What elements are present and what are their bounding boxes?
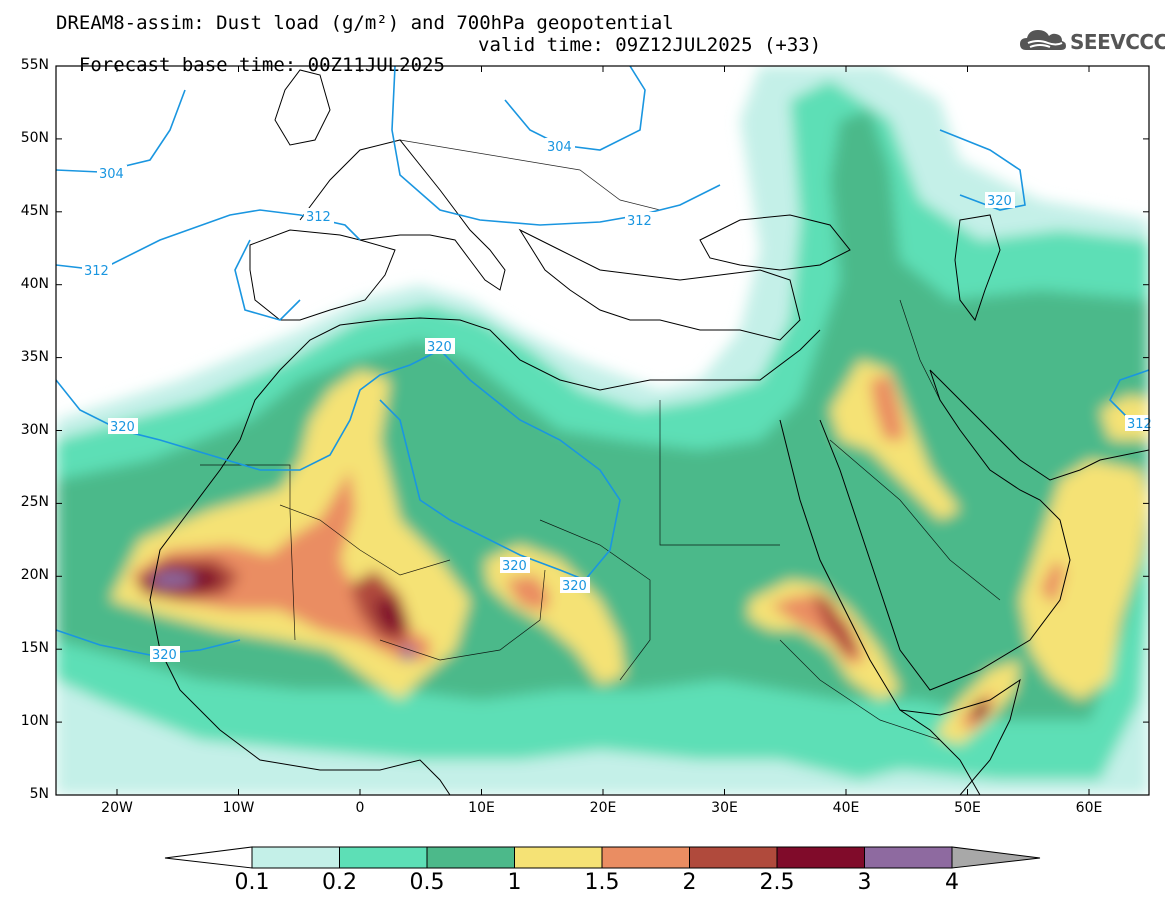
longitude-label: 0: [355, 800, 365, 816]
dust-level-2.5-mali: [375, 598, 405, 635]
colorbar-box: [514, 846, 603, 869]
colorbar-label: 4: [945, 870, 959, 895]
contour-label: 320: [502, 559, 527, 574]
coast-balkans: [518, 228, 801, 341]
contour-304-central: [504, 66, 646, 151]
colorbar-label: 2.5: [759, 870, 795, 895]
base-time: Forecast base time: 00Z11JUL2025: [78, 54, 445, 76]
colorbar-label: 0.2: [322, 870, 357, 895]
dust-level-1.5-oman: [1040, 560, 1065, 605]
contour-label: 304: [547, 140, 572, 155]
colorbar-box: [426, 846, 515, 869]
cloud-icon: [1020, 30, 1066, 50]
coast-france-italy: [299, 139, 506, 291]
coast-horn-africa: [899, 678, 1021, 795]
contour-label: 320: [152, 648, 177, 663]
map-title: DREAM8-assim: Dust load (g/m²) and 700hP…: [56, 12, 674, 34]
valid-time: valid time: 09Z12JUL2025 (+33): [478, 34, 822, 56]
longitude-label: 30E: [711, 800, 738, 816]
latitude-label: 35N: [20, 348, 49, 365]
border-ethiopia: [779, 639, 941, 741]
coast-arabia: [819, 369, 1071, 691]
contour-label-group: 304 304 312 312 312 320 320 320 320 320 …: [82, 138, 1152, 663]
contour-label: 304: [99, 167, 124, 182]
coast-north-africa: [239, 317, 821, 441]
latitude-label: 10N: [20, 713, 49, 730]
contour-304-west: [56, 89, 186, 173]
coast-persian-gulf: [929, 369, 1149, 481]
contour-label: 312: [84, 264, 109, 279]
coast-britain: [274, 69, 331, 146]
contour-label: 312: [1127, 417, 1152, 432]
longitude-label: 20W: [101, 800, 133, 816]
dust-level-1.5-west: [130, 470, 430, 660]
border-iraq-iran: [899, 299, 941, 401]
contour-label: 320: [427, 340, 452, 355]
dust-level-2-redsea: [810, 590, 860, 655]
longitude-label: 10W: [222, 800, 255, 816]
longitude-label: 10E: [468, 800, 495, 816]
colorbar-over-arrow: [951, 846, 1041, 869]
colorbar: [164, 846, 1041, 869]
colorbar-under-arrow: [164, 846, 253, 869]
border-saudi: [829, 439, 1001, 601]
dust-field: [56, 66, 1149, 795]
coast-iberia: [249, 229, 396, 321]
latitude-label: 15N: [20, 640, 49, 657]
colorbar-label: 3: [857, 870, 872, 895]
contour-label: 312: [627, 214, 652, 229]
latitude-label: 5N: [29, 786, 49, 802]
colorbar-label: 2: [682, 870, 697, 895]
contour-label: 320: [562, 579, 587, 594]
colorbar-label: 0.5: [409, 870, 445, 895]
longitude-label: 60E: [1075, 800, 1103, 816]
axis-ticks: [56, 65, 1149, 796]
border-sudan-chad: [539, 519, 651, 681]
border-libya-egypt: [659, 400, 780, 546]
dust-level-1.5-arabia: [870, 375, 905, 440]
coast-caspian: [954, 214, 1001, 322]
dust-level-1-oman: [1020, 460, 1149, 700]
longitude-label: 50E: [954, 800, 981, 816]
colorbar-label: 1.5: [584, 870, 620, 895]
colorbar-box: [601, 846, 690, 869]
coastlines: [149, 69, 1149, 795]
colorbar-box: [689, 846, 778, 869]
logo-text: SEEVCCC: [1070, 30, 1165, 54]
colorbar-box: [864, 846, 953, 869]
latitude-label: 40N: [20, 275, 49, 292]
border-europe-central: [399, 139, 661, 211]
latitude-label: 45N: [20, 202, 49, 219]
latitude-label: 30N: [20, 421, 49, 438]
latitude-label: 55N: [20, 57, 49, 73]
colorbar-box: [776, 846, 865, 869]
latitude-label: 20N: [20, 567, 49, 584]
colorbar-label: 0.1: [234, 870, 270, 895]
colorbar-box: [251, 846, 340, 869]
colorbar-label: 1: [507, 870, 522, 895]
coast-black-sea: [699, 214, 851, 271]
border-algeria-mali: [279, 504, 451, 576]
longitude-label: 40E: [832, 800, 860, 816]
dust-level-3-niger: [400, 645, 416, 662]
contour-label: 312: [306, 210, 331, 225]
longitude-label: 20E: [589, 800, 617, 816]
border-niger-nigeria: [379, 569, 546, 661]
latitude-label: 25N: [20, 494, 49, 511]
contour-label: 320: [987, 194, 1012, 209]
coast-west-africa: [149, 439, 451, 795]
dust-level-1.5-central: [505, 575, 550, 612]
forecast-times: Forecast base time: 00Z11JUL2025 valid t…: [56, 35, 821, 95]
colorbar-box: [339, 846, 428, 869]
coast-red-sea-west: [779, 419, 981, 795]
contour-label: 320: [110, 420, 135, 435]
contour-312-europe: [391, 66, 721, 226]
latitude-label: 50N: [20, 129, 49, 146]
contour-312-loop: [234, 239, 301, 321]
contour-320-sahara: [56, 349, 621, 581]
dust-level-2.5-somalia: [970, 698, 990, 722]
dust-level-3-west: [148, 570, 195, 588]
